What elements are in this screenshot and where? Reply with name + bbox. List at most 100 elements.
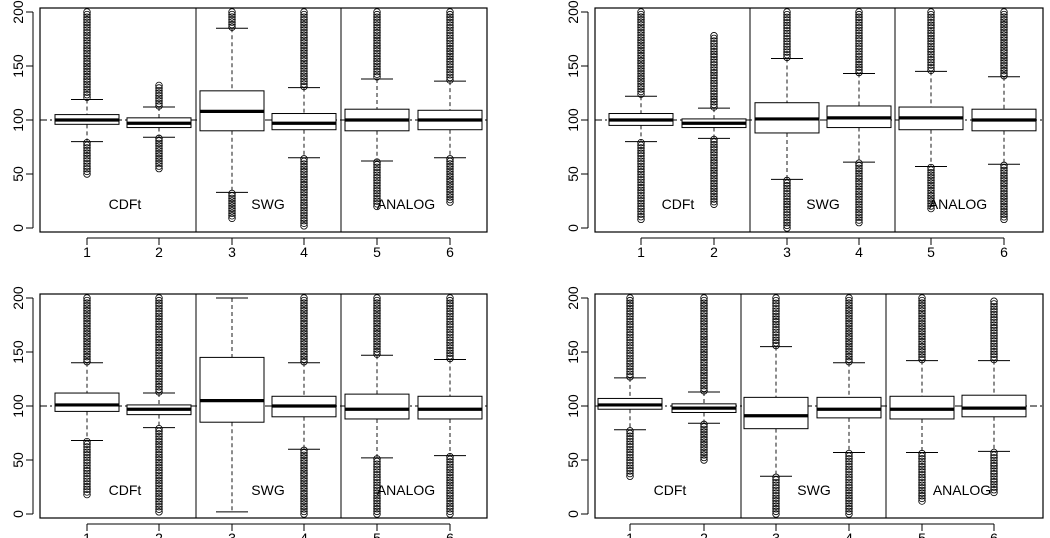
outlier-point (83, 13, 91, 21)
outlier-point (783, 34, 791, 43)
outlier-point (845, 319, 853, 328)
outlier-point (300, 62, 308, 70)
outlier-point (300, 13, 308, 21)
outlier-point (927, 45, 935, 53)
outlier-point (300, 201, 308, 209)
outlier-point (446, 453, 454, 461)
outlier-point (1000, 184, 1008, 193)
outlier-point (710, 90, 718, 98)
outlier-point (1000, 207, 1008, 216)
group-label: CDFt (654, 482, 687, 498)
outlier-point (300, 214, 308, 222)
outlier-point (626, 360, 634, 368)
outlier-point (626, 357, 634, 365)
outlier-point (772, 505, 780, 513)
outlier-point (626, 352, 634, 360)
outlier-point (300, 502, 308, 511)
outlier-point (83, 44, 91, 52)
outlier-point (155, 497, 163, 506)
outlier-point (446, 60, 454, 69)
outlier-point (700, 448, 708, 457)
outlier-point (637, 85, 645, 93)
outlier-point (300, 209, 308, 217)
outlier-point (300, 67, 308, 75)
outlier-point (300, 170, 308, 179)
outlier-point (83, 57, 91, 65)
outlier-point (700, 363, 708, 372)
outlier-point (772, 333, 780, 342)
outlier-point (700, 356, 708, 364)
outlier-point (990, 337, 998, 345)
outlier-point (700, 327, 708, 336)
outlier-point (845, 497, 853, 505)
outlier-point (83, 342, 91, 351)
outlier-point (626, 459, 634, 467)
outlier-point (83, 477, 91, 486)
outlier-point (772, 497, 780, 505)
outlier-point (700, 369, 708, 377)
outlier-point (1000, 54, 1008, 62)
outlier-point (300, 324, 308, 333)
outlier-point (446, 507, 454, 516)
outlier-point (700, 299, 708, 307)
outlier-point (373, 52, 381, 60)
outlier-point (783, 184, 791, 193)
outlier-point (700, 307, 708, 315)
outlier-point (918, 322, 926, 330)
outlier-point (710, 195, 718, 203)
outlier-point (155, 443, 163, 451)
outlier-point (83, 327, 91, 335)
outlier-point (300, 474, 308, 483)
outlier-point (700, 325, 708, 333)
outlier-point (373, 174, 381, 182)
outlier-point (700, 340, 708, 349)
box-5 (889, 294, 955, 505)
outlier-point (637, 197, 645, 205)
outlier-point (83, 301, 91, 310)
outlier-point (83, 8, 91, 16)
outlier-point (83, 472, 91, 480)
outlier-point (155, 471, 163, 480)
outlier-point (918, 468, 926, 476)
y-tick-label: 150 (10, 54, 26, 78)
outlier-point (83, 16, 91, 24)
outlier-point (300, 180, 308, 189)
outlier-point (83, 70, 91, 78)
outlier-point (990, 480, 998, 489)
outlier-point (927, 10, 935, 19)
outlier-point (300, 497, 308, 505)
outlier-point (83, 299, 91, 307)
outlier-point (918, 455, 926, 463)
outlier-point (927, 58, 935, 67)
outlier-point (446, 50, 454, 58)
outlier-point (918, 345, 926, 353)
outlier-point (1000, 202, 1008, 211)
y-tick-label: 100 (565, 108, 581, 132)
box-2 (681, 32, 747, 208)
outlier-point (373, 16, 381, 24)
outlier-point (855, 42, 863, 50)
outlier-point (155, 484, 163, 493)
outlier-point (373, 65, 381, 73)
outlier-point (1000, 43, 1008, 52)
x-tick-label: 5 (927, 244, 935, 260)
outlier-point (845, 449, 853, 458)
outlier-point (300, 317, 308, 325)
outlier-point (927, 53, 935, 61)
box-body (344, 393, 410, 420)
outlier-point (783, 208, 791, 216)
outlier-point (446, 460, 454, 469)
outlier-point (155, 445, 163, 454)
outlier-point (155, 315, 163, 323)
outlier-point (1000, 177, 1008, 185)
outlier-point (927, 29, 935, 37)
outlier-point (446, 170, 454, 178)
outlier-point (373, 26, 381, 34)
outlier-point (446, 13, 454, 21)
outlier-point (637, 173, 645, 181)
outlier-point (637, 8, 645, 16)
outlier-point (772, 299, 780, 307)
outlier-point (845, 478, 853, 487)
outlier-point (626, 320, 634, 328)
outlier-point (155, 359, 163, 367)
